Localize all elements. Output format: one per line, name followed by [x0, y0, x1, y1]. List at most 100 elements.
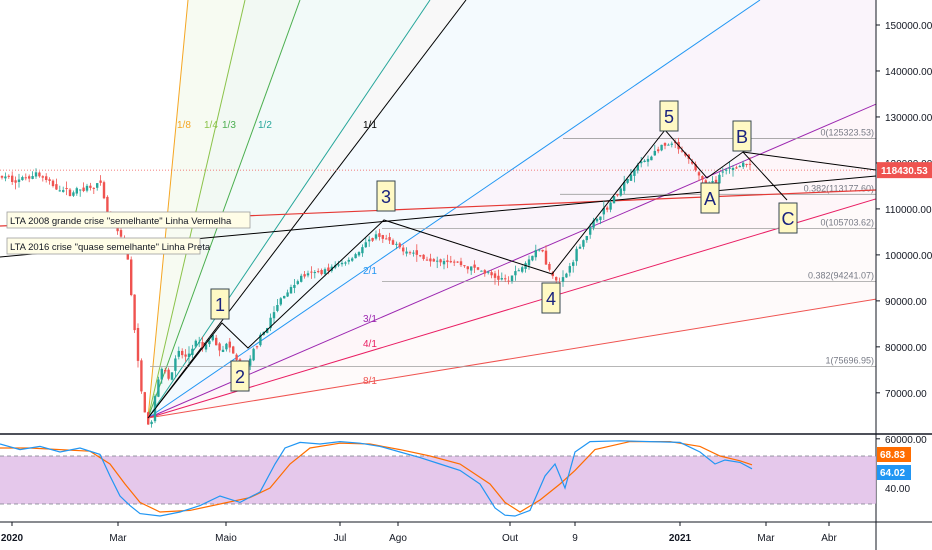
candle-body — [283, 295, 286, 299]
candle-body — [4, 176, 7, 179]
candle-body — [572, 262, 575, 266]
candle-body — [548, 263, 551, 270]
candle-body — [385, 238, 388, 240]
candle-body — [364, 242, 367, 248]
candle-body — [541, 249, 544, 252]
candle-body — [310, 271, 313, 273]
price-axis-label: 80000.00 — [885, 343, 927, 354]
candle-body — [592, 220, 595, 228]
candle-body — [663, 143, 667, 146]
candle-body — [75, 188, 78, 194]
candle-body — [408, 252, 412, 254]
candle-body — [218, 343, 221, 351]
candle-body — [388, 237, 391, 241]
candle-body — [718, 174, 721, 184]
candle-body — [728, 167, 731, 169]
price-axis-label: 130000.00 — [885, 113, 932, 124]
oscillator-pane — [0, 440, 876, 517]
candle-body — [442, 260, 446, 265]
candle-body — [725, 169, 728, 171]
candle-body — [626, 178, 629, 183]
candle-body — [0, 175, 4, 178]
candle-body — [374, 234, 378, 239]
price-axis: 150000.00140000.00130000.00120000.001100… — [876, 21, 932, 446]
candle-body — [538, 249, 541, 251]
candle-body — [680, 150, 684, 152]
candle-body — [595, 218, 599, 222]
candle-body — [65, 187, 68, 189]
candle-body — [140, 360, 143, 392]
candle-body — [514, 271, 517, 276]
elliott-wave-label: 3 — [376, 180, 396, 212]
candle-body — [337, 264, 340, 266]
elliott-wave-text: A — [704, 189, 716, 209]
candle-body — [684, 152, 687, 156]
candle-body — [657, 149, 660, 152]
elliott-wave-text: 5 — [664, 107, 674, 127]
candle-body — [259, 334, 262, 346]
candle-body — [650, 156, 653, 161]
gann-fan-line — [147, 0, 301, 419]
candle-body — [697, 172, 701, 176]
candle-body — [711, 181, 714, 183]
candle-body — [157, 379, 160, 397]
gann-fan-line — [147, 103, 876, 419]
candle-body — [286, 292, 289, 297]
candle-body — [249, 358, 252, 366]
candle-body — [704, 180, 707, 185]
candle-body — [459, 261, 463, 266]
candle-body — [306, 273, 310, 276]
candle-body — [470, 266, 473, 271]
annotation-note: LTA 2016 crise "quase semelhante" Linha … — [6, 237, 211, 255]
candle-body — [582, 240, 585, 247]
candle-body — [742, 162, 745, 167]
fib-level-label: 1(75696.95) — [825, 356, 874, 366]
candle-body — [609, 202, 612, 210]
candle-body — [68, 189, 72, 196]
candle-body — [232, 346, 235, 354]
candle-body — [85, 185, 89, 191]
gann-fan-label: 8/1 — [363, 376, 377, 387]
candle-body — [398, 243, 401, 248]
candle-body — [412, 252, 415, 254]
candle-body — [517, 270, 520, 272]
gann-fan-label: 3/1 — [363, 314, 377, 325]
candle-body — [357, 252, 361, 256]
candle-body — [82, 187, 85, 192]
candle-body — [667, 144, 670, 146]
candle-body — [368, 239, 371, 242]
candle-body — [191, 348, 194, 356]
stoch-band — [0, 456, 876, 504]
time-axis-label: Out — [502, 533, 518, 544]
candle-body — [228, 341, 231, 348]
candle-body — [449, 261, 452, 263]
candle-body — [136, 327, 140, 361]
candle-body — [225, 343, 228, 350]
time-axis-label: 2021 — [669, 533, 692, 544]
candle-body — [446, 260, 449, 263]
last-price-tag: 118430.53 — [877, 162, 932, 179]
gann-fan-line — [147, 0, 467, 419]
gann-fan-label: 4/1 — [363, 339, 377, 350]
price-axis-label: 110000.00 — [885, 205, 932, 216]
candle-body — [96, 183, 99, 188]
candle-body — [487, 271, 490, 273]
elliott-wave-text: 3 — [381, 187, 391, 207]
candle-body — [646, 158, 650, 162]
candle-body — [463, 265, 466, 267]
time-axis-label: Mar — [757, 533, 775, 544]
candle-body — [177, 350, 180, 357]
candle-body — [204, 344, 208, 350]
annotation-text: LTA 2008 grande crise "semelhante" Linha… — [10, 216, 232, 227]
elliott-wave-label: 5 — [659, 100, 679, 132]
time-axis-label: Jul — [334, 533, 347, 544]
candle-body — [102, 182, 106, 199]
time-axis-label: 9 — [572, 533, 578, 544]
elliott-wave-label: A — [700, 182, 720, 214]
candle-body — [568, 266, 571, 273]
price-axis-label: 90000.00 — [885, 297, 927, 308]
candle-body — [62, 190, 65, 192]
candle-body — [691, 161, 694, 164]
